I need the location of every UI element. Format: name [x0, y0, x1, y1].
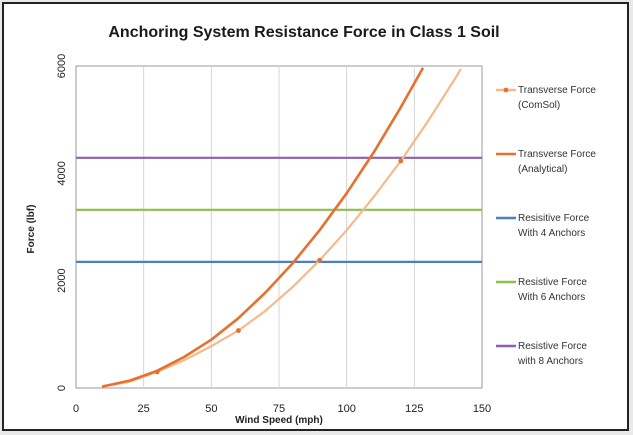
comsol-marker-point	[317, 257, 322, 263]
y-tick-label-0: 0	[56, 385, 68, 391]
chart-frame: Anchoring System Resistance Force in Cla…	[2, 2, 629, 431]
x-tick-label-100: 100	[337, 403, 355, 415]
y-tick-labels: 0 2000 4000 6000	[56, 54, 68, 391]
legend-label-0-line-0: Transverse Force	[518, 85, 596, 96]
x-tick-label-125: 125	[405, 403, 423, 415]
legend-label-0-line-1: (ComSol)	[518, 100, 560, 111]
legend-label-1-line-1: (Analytical)	[518, 164, 567, 175]
chart-title: Anchoring System Resistance Force in Cla…	[108, 24, 499, 41]
x-tick-label-25: 25	[138, 403, 150, 415]
x-tick-label-75: 75	[273, 403, 285, 415]
series-layer	[76, 67, 482, 388]
legend-label-4-line-1: with 8 Anchors	[517, 356, 583, 367]
legend-label-4-line-0: Resistive Force	[518, 341, 587, 352]
legend-label-1-line-0: Transverse Force	[518, 149, 596, 160]
y-tick-label-4000: 4000	[56, 161, 68, 185]
legend-swatch-marker-0	[503, 87, 509, 93]
legend-label-3-line-0: Resistive Force	[518, 277, 587, 288]
legend-label-3-line-1: With 6 Anchors	[518, 292, 585, 303]
x-tick-label-150: 150	[473, 403, 491, 415]
legend-label-2-line-1: With 4 Anchors	[518, 228, 585, 239]
legend: Transverse Force (ComSol) Transverse Force…	[496, 85, 596, 367]
y-tick-label-6000: 6000	[56, 54, 68, 78]
x-tick-label-0: 0	[73, 403, 79, 415]
series-line-0	[101, 68, 462, 388]
legend-label-2-line-0: Resisitive Force	[518, 213, 590, 224]
y-tick-label-2000: 2000	[56, 268, 68, 292]
comsol-marker-point	[154, 369, 160, 375]
x-tick-label-50: 50	[205, 403, 217, 415]
comsol-marker-point	[236, 328, 241, 333]
grid-layer	[143, 66, 415, 388]
y-axis-label: Force (lbf)	[26, 205, 37, 254]
x-axis-label: Wind Speed (mph)	[235, 415, 323, 426]
x-tick-labels: 0 25 50 75 100 125 150	[73, 403, 491, 415]
comsol-marker-point	[398, 158, 404, 164]
chart-svg: Anchoring System Resistance Force in Cla…	[26, 24, 596, 426]
